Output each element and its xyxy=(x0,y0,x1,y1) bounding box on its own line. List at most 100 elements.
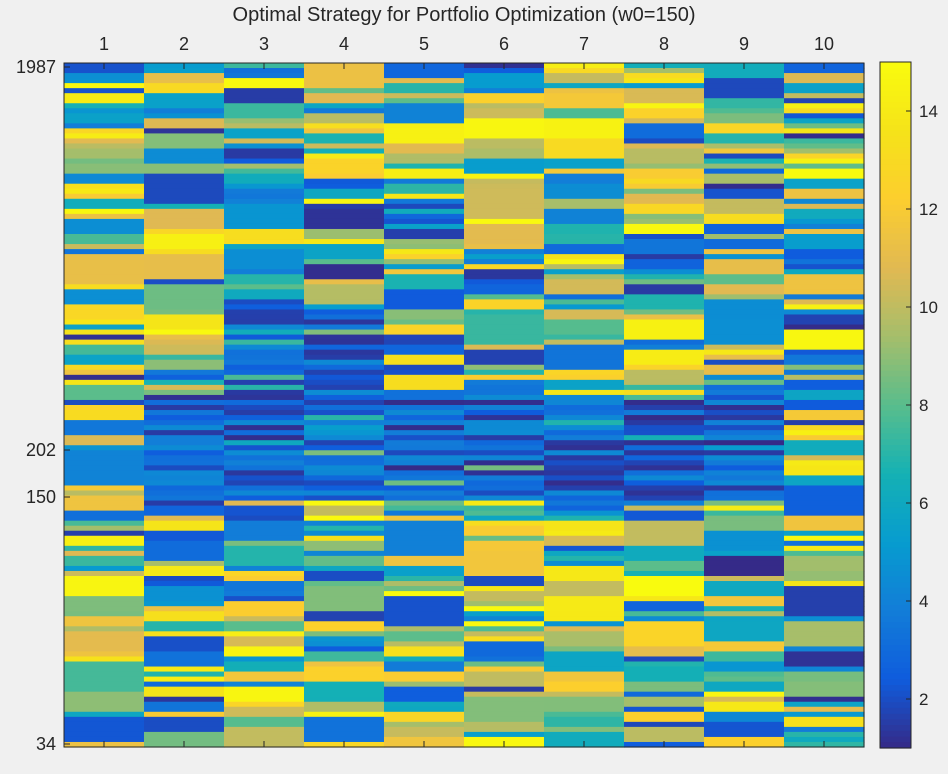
heatmap-cell xyxy=(544,274,625,280)
colorbar-segment xyxy=(880,382,911,389)
heatmap-cell xyxy=(464,294,545,300)
heatmap-cell xyxy=(624,314,705,321)
colorbar-segment xyxy=(880,616,911,623)
heatmap-cell xyxy=(144,480,225,487)
heatmap-cell xyxy=(704,244,785,250)
heatmap-cell xyxy=(144,249,225,255)
heatmap-cell xyxy=(784,581,865,587)
heatmap-cell xyxy=(144,550,225,557)
colorbar-segment xyxy=(880,204,911,212)
colorbar-segment xyxy=(880,67,911,75)
heatmap-cell xyxy=(704,565,785,572)
heatmap-cell xyxy=(384,223,465,230)
heatmap-cell xyxy=(304,334,385,341)
heatmap-cell xyxy=(784,228,865,235)
colorbar-segment xyxy=(880,342,911,349)
heatmap-cell xyxy=(624,731,705,738)
colorbar-segment xyxy=(880,725,911,732)
colorbar-segment xyxy=(880,279,911,286)
heatmap-cell xyxy=(624,374,705,381)
heatmap-cell xyxy=(224,73,305,79)
heatmap-cell xyxy=(704,279,785,285)
heatmap-cell xyxy=(144,153,225,160)
heatmap-cell xyxy=(464,636,545,642)
heatmap-cell xyxy=(704,550,785,557)
heatmap-cell xyxy=(464,465,545,471)
heatmap-cell xyxy=(144,545,225,552)
heatmap-cell xyxy=(224,218,305,225)
heatmap-cell xyxy=(544,445,625,451)
heatmap-cell xyxy=(704,309,785,316)
colorbar-segment xyxy=(880,182,911,189)
heatmap-cell xyxy=(64,203,145,210)
heatmap-cell xyxy=(784,244,865,250)
heatmap-cell xyxy=(464,656,545,663)
heatmap-cell xyxy=(704,646,785,653)
heatmap-cell xyxy=(304,736,385,743)
heatmap-cell xyxy=(544,656,625,663)
heatmap-cell xyxy=(144,410,225,416)
heatmap-cell xyxy=(144,183,225,190)
heatmap-cell xyxy=(304,163,385,170)
heatmap-cell xyxy=(544,450,625,456)
heatmap-cell xyxy=(304,576,385,582)
heatmap-cell xyxy=(544,299,625,306)
heatmap-cell xyxy=(704,349,785,356)
heatmap-cell xyxy=(784,535,865,542)
heatmap-cell xyxy=(224,530,305,537)
heatmap-cell xyxy=(784,616,865,622)
heatmap-cell xyxy=(464,616,545,622)
heatmap-cell xyxy=(544,626,625,632)
heatmap-cell xyxy=(304,88,385,94)
heatmap-cell xyxy=(544,540,625,547)
heatmap-cell xyxy=(544,591,625,597)
heatmap-cell xyxy=(304,581,385,587)
heatmap-cell xyxy=(384,254,465,260)
heatmap-cell xyxy=(384,178,465,185)
heatmap-cell xyxy=(304,616,385,622)
heatmap-cell xyxy=(624,213,705,220)
colorbar-segment xyxy=(880,433,911,440)
heatmap-cell xyxy=(544,314,625,321)
colorbar-segment xyxy=(880,456,911,463)
heatmap-cell xyxy=(464,68,545,74)
heatmap-cell xyxy=(624,515,705,522)
heatmap-cell xyxy=(64,565,145,572)
heatmap-cell xyxy=(784,334,865,341)
colorbar-segment xyxy=(880,119,911,126)
heatmap-cell xyxy=(624,656,705,663)
heatmap-cell xyxy=(64,540,145,547)
heatmap-cell xyxy=(144,193,225,200)
heatmap-cell xyxy=(304,133,385,140)
heatmap-cell xyxy=(704,374,785,381)
heatmap-cell xyxy=(624,269,705,275)
heatmap-cell xyxy=(64,636,145,642)
heatmap-cell xyxy=(784,143,865,150)
colorbar-segment xyxy=(880,525,911,532)
heatmap-cell xyxy=(624,113,705,119)
heatmap-cell xyxy=(544,696,625,703)
heatmap-cell xyxy=(64,596,145,602)
heatmap-cell xyxy=(224,586,305,592)
heatmap-cell xyxy=(464,460,545,466)
heatmap-cell xyxy=(224,203,305,210)
heatmap-cell xyxy=(624,606,705,612)
heatmap-cell xyxy=(304,213,385,220)
colorbar-segment xyxy=(880,393,911,400)
heatmap-cell xyxy=(384,611,465,617)
heatmap-cell xyxy=(544,490,625,497)
heatmap-cell xyxy=(64,500,145,507)
heatmap-cell xyxy=(144,656,225,663)
heatmap-cell xyxy=(384,359,465,366)
heatmap-cell xyxy=(384,259,465,265)
heatmap-cell xyxy=(144,565,225,572)
heatmap-cell xyxy=(784,445,865,451)
heatmap-cell xyxy=(464,535,545,542)
colorbar-segment xyxy=(880,239,911,246)
colorbar-segment xyxy=(880,370,911,378)
heatmap-cell xyxy=(544,646,625,653)
heatmap-cell xyxy=(624,284,705,290)
heatmap-cell xyxy=(224,661,305,668)
colorbar-segment xyxy=(880,273,911,280)
heatmap-cell xyxy=(704,450,785,456)
